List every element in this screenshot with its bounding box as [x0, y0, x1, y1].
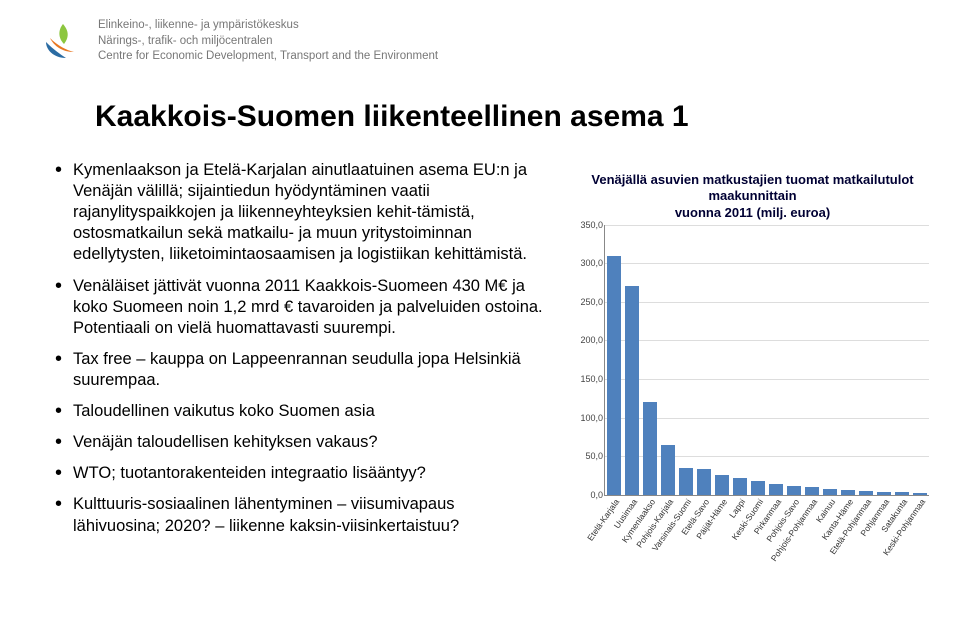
- chart-bar: [643, 402, 657, 495]
- y-tick-label: 350,0: [573, 220, 603, 230]
- chart-title: Venäjällä asuvien matkustajien tuomat ma…: [570, 172, 935, 221]
- chart-bar: [751, 481, 765, 495]
- org-text: Elinkeino-, liikenne- ja ympäristökeskus…: [98, 18, 438, 65]
- bullet-item: Taloudellinen vaikutus koko Suomen asia: [55, 401, 545, 422]
- bullet-item: WTO; tuotantorakenteiden integraatio lis…: [55, 463, 545, 484]
- org-line-en: Centre for Economic Development, Transpo…: [98, 49, 438, 65]
- bullet-item: Kulttuuris-sosiaalinen lähentyminen – vi…: [55, 494, 545, 536]
- bullet-item: Kymenlaakson ja Etelä-Karjalan ainutlaat…: [55, 160, 545, 266]
- page-title: Kaakkois-Suomen liikenteellinen asema 1: [95, 100, 689, 134]
- y-tick-label: 0,0: [573, 490, 603, 500]
- bullet-item: Venäläiset jättivät vuonna 2011 Kaakkois…: [55, 276, 545, 339]
- bullet-item: Venäjän taloudellisen kehityksen vakaus?: [55, 432, 545, 453]
- chart-bar: [625, 286, 639, 494]
- y-tick-label: 100,0: [573, 413, 603, 423]
- bullet-item: Tax free – kauppa on Lappeenrannan seudu…: [55, 349, 545, 391]
- revenue-chart: Venäjällä asuvien matkustajien tuomat ma…: [570, 172, 935, 535]
- y-tick-label: 150,0: [573, 374, 603, 384]
- org-header: Elinkeino-, liikenne- ja ympäristökeskus…: [40, 18, 438, 65]
- chart-bar: [859, 491, 873, 495]
- chart-bar: [895, 492, 909, 494]
- ely-logo: [40, 18, 86, 64]
- chart-bar: [679, 468, 693, 495]
- chart-bar: [823, 489, 837, 495]
- chart-plot-area: Etelä-KarjalaUusimaaKymenlaaksoPohjois-K…: [570, 225, 935, 535]
- chart-bar: [733, 478, 747, 495]
- chart-bar: [841, 490, 855, 495]
- chart-bar: [877, 492, 891, 495]
- org-line-fi: Elinkeino-, liikenne- ja ympäristökeskus: [98, 18, 438, 34]
- chart-bar: [661, 445, 675, 495]
- chart-bar: [805, 487, 819, 495]
- y-tick-label: 200,0: [573, 335, 603, 345]
- chart-bar: [913, 493, 927, 495]
- org-line-sv: Närings-, trafik- och miljöcentralen: [98, 34, 438, 50]
- chart-bar: [715, 475, 729, 494]
- bullet-list: Kymenlaakson ja Etelä-Karjalan ainutlaat…: [55, 160, 545, 547]
- y-tick-label: 50,0: [573, 451, 603, 461]
- y-tick-label: 250,0: [573, 297, 603, 307]
- y-tick-label: 300,0: [573, 258, 603, 268]
- chart-bar: [607, 256, 621, 495]
- chart-bar: [769, 484, 783, 495]
- chart-bar: [697, 469, 711, 494]
- chart-bar: [787, 486, 801, 495]
